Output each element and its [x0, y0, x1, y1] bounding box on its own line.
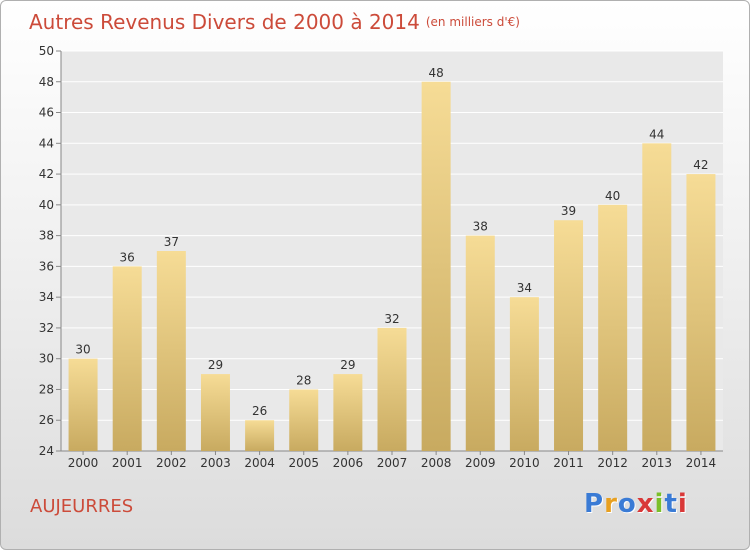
chart-title: Autres Revenus Divers de 2000 à 2014 (en …: [29, 10, 520, 34]
data-label: 39: [561, 204, 576, 218]
logo-letter: i: [677, 489, 688, 519]
data-label: 42: [693, 158, 708, 172]
bar: [377, 327, 407, 451]
y-tick-label: 48: [39, 75, 54, 89]
logo-letter: x: [636, 489, 655, 519]
bar: [554, 220, 584, 451]
y-tick-label: 26: [39, 413, 54, 427]
bar: [421, 81, 451, 452]
y-tick-label: 24: [39, 444, 54, 458]
y-tick-label: 30: [39, 352, 54, 366]
logo-letter: i: [654, 489, 665, 519]
data-label: 36: [120, 250, 135, 264]
title-unit: (en milliers d'€): [425, 15, 520, 29]
y-tick-label: 50: [39, 44, 54, 58]
data-label: 29: [340, 358, 355, 372]
bar: [156, 251, 186, 451]
x-tick-label: 2006: [333, 456, 364, 470]
bar: [289, 389, 319, 451]
x-tick-label: 2008: [421, 456, 452, 470]
data-label: 29: [208, 358, 223, 372]
x-tick-label: 2012: [597, 456, 628, 470]
bar: [245, 420, 275, 451]
bar: [333, 374, 363, 451]
data-label: 30: [75, 343, 90, 357]
x-tick-label: 2013: [642, 456, 673, 470]
x-tick-label: 2007: [377, 456, 408, 470]
x-tick-label: 2002: [156, 456, 187, 470]
town-name: AUJEURRES: [30, 496, 134, 517]
bar: [200, 374, 230, 451]
x-tick-label: 2004: [244, 456, 275, 470]
x-tick-label: 2009: [465, 456, 496, 470]
bar: [112, 266, 142, 451]
x-tick-label: 2000: [68, 456, 99, 470]
bar: [598, 204, 628, 451]
y-tick-label: 42: [39, 167, 54, 181]
x-tick-label: 2003: [200, 456, 231, 470]
x-tick-label: 2005: [288, 456, 319, 470]
y-tick-label: 40: [39, 198, 54, 212]
data-label: 32: [384, 312, 399, 326]
data-label: 28: [296, 373, 311, 387]
data-label: 38: [473, 220, 488, 234]
x-tick-label: 2011: [553, 456, 584, 470]
y-tick-label: 28: [39, 382, 54, 396]
logo-letter: r: [604, 489, 618, 519]
data-label: 34: [517, 281, 532, 295]
bar: [68, 358, 98, 451]
bar: [686, 174, 716, 452]
bar: [642, 143, 672, 452]
data-label: 48: [428, 66, 443, 80]
y-tick-label: 38: [39, 229, 54, 243]
logo-letter: t: [664, 489, 678, 519]
title-text: Autres Revenus Divers de 2000 à 2014: [29, 10, 420, 34]
x-tick-label: 2014: [686, 456, 717, 470]
proxiti-logo: Proxiti: [584, 489, 688, 519]
y-tick-label: 44: [39, 136, 54, 150]
x-tick-label: 2010: [509, 456, 540, 470]
bar: [509, 297, 539, 451]
data-label: 40: [605, 189, 620, 203]
logo-letter: o: [617, 489, 637, 519]
y-tick-label: 36: [39, 259, 54, 273]
data-label: 44: [649, 127, 664, 141]
logo-letter: P: [584, 489, 605, 519]
bar: [465, 235, 495, 451]
y-tick-label: 34: [39, 290, 54, 304]
y-tick-label: 46: [39, 106, 54, 120]
x-tick-label: 2001: [112, 456, 143, 470]
data-label: 26: [252, 404, 267, 418]
data-label: 37: [164, 235, 179, 249]
y-tick-label: 32: [39, 321, 54, 335]
